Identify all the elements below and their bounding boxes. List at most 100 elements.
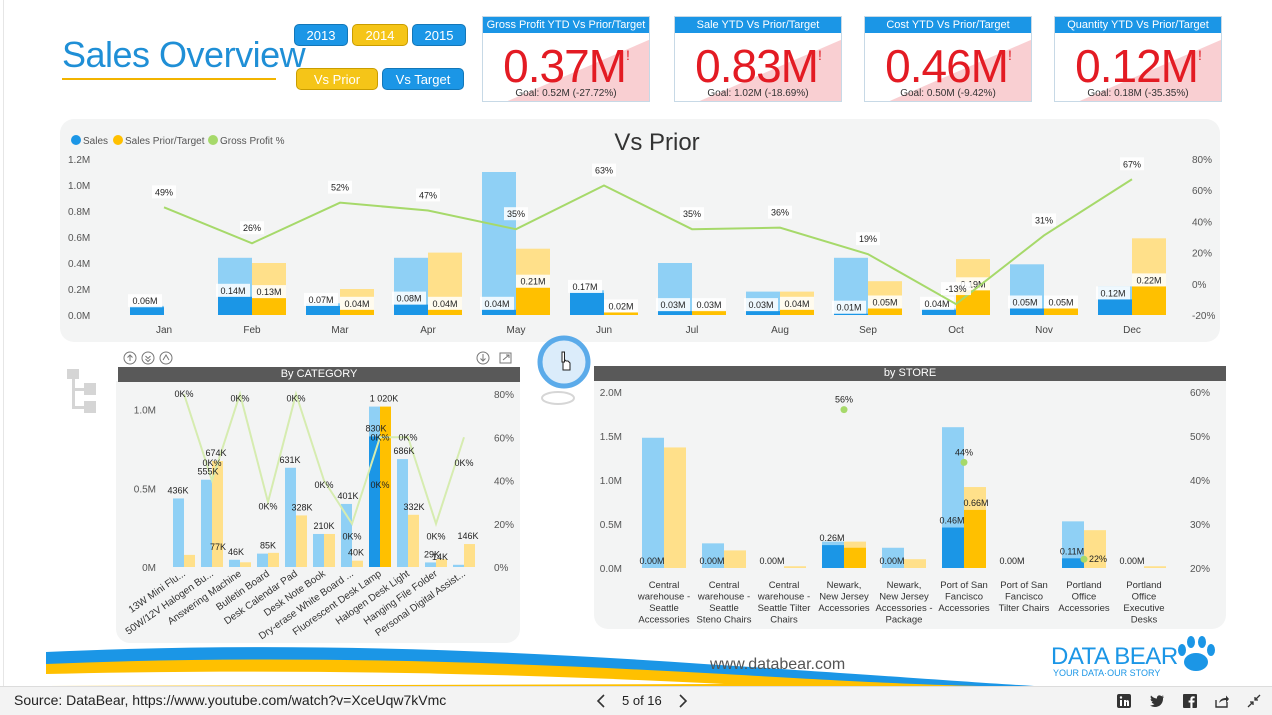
store-chart[interactable]: 2.0M 1.5M 1.0M 0.5M 0.0M 60% 50% 40% 30% 20% Centr… — [594, 382, 1226, 630]
x-tick-label: New Jersey — [819, 592, 869, 603]
x-tick-label: Accessories — [638, 615, 689, 626]
category-pct-label: 0K% — [454, 458, 473, 468]
year-button-2015[interactable]: 2015 — [412, 24, 466, 46]
prior-bar — [904, 559, 926, 568]
store-data-label: 0.00M — [1119, 556, 1144, 566]
legend-gp[interactable]: Gross Profit % — [220, 136, 285, 147]
year-button-2014[interactable]: 2014 — [352, 24, 408, 46]
data-label-bg — [868, 295, 902, 309]
x-tick-label: Mar — [331, 325, 349, 336]
gp-data-label: 26% — [243, 223, 261, 233]
gp-data-label: 36% — [771, 208, 789, 218]
store-data-label: 0.00M — [759, 556, 784, 566]
prior-bar — [268, 552, 279, 567]
alert-icon: ! — [625, 47, 630, 63]
sales-bar — [173, 498, 184, 567]
data-label-bg — [592, 163, 616, 177]
data-label-bg — [304, 292, 338, 306]
data-label-bg — [1096, 286, 1130, 300]
vs-prior-chart[interactable]: Sales Sales Prior/Target Gross Profit % … — [60, 119, 1220, 342]
kpi-goal: Goal: 1.02M (-18.69%) — [707, 88, 809, 99]
sales-bar — [746, 311, 780, 315]
linkedin-icon[interactable] — [1116, 693, 1132, 709]
category-data-label: 29K — [424, 549, 440, 559]
sales-bar — [922, 309, 956, 315]
x-tick-label: Port of San — [940, 580, 988, 591]
prior-bar — [324, 533, 335, 567]
category-data-label: 146K — [457, 531, 478, 541]
sales-bar — [369, 436, 380, 567]
category-data-label: 830K — [365, 423, 386, 433]
vs-target-button[interactable]: Vs Target — [382, 68, 464, 90]
download-icon[interactable] — [476, 351, 490, 365]
drill-down-icon[interactable] — [141, 351, 155, 365]
y2-tick-label: 40% — [1190, 476, 1210, 487]
store-data-label: 0.00M — [999, 556, 1024, 566]
sales-bar — [1098, 299, 1132, 315]
chevron-right-icon[interactable] — [676, 693, 690, 709]
data-label-bg — [516, 274, 550, 288]
drill-up-icon[interactable] — [123, 351, 137, 365]
page-indicator: 5 of 16 — [622, 693, 662, 708]
prior-bar — [184, 554, 195, 567]
sales-bar — [257, 553, 268, 567]
kpi-header: Quantity YTD Vs Prior/Target — [1055, 17, 1221, 33]
category-data-label: 332K — [403, 502, 424, 512]
gp-data-label: 49% — [155, 187, 173, 197]
x-tick-label: Jun — [596, 325, 612, 336]
cursor-hand-icon — [561, 351, 571, 371]
x-tick-label: Apr — [420, 325, 436, 336]
gp-point — [960, 458, 968, 466]
prior-bar — [408, 514, 419, 567]
cursor-highlight — [537, 335, 591, 405]
gp-data-label: 44% — [955, 447, 973, 457]
gp-data-label: 19% — [859, 234, 877, 244]
kpi-value: 0.83M! — [695, 40, 822, 92]
data-label-bg — [128, 294, 162, 308]
brand-tagline: YOUR DATA·OUR STORY — [1053, 668, 1161, 678]
sales-bar — [285, 467, 296, 567]
category-pct-label: 0K% — [426, 532, 445, 542]
category-data-label: 328K — [291, 502, 312, 512]
gp-point — [1080, 555, 1088, 563]
x-tick-label: Central — [709, 580, 740, 591]
legend-sales[interactable]: Sales — [83, 136, 108, 147]
twitter-icon[interactable] — [1149, 693, 1165, 709]
collapse-icon[interactable] — [1246, 693, 1262, 709]
vs-prior-button[interactable]: Vs Prior — [296, 68, 378, 90]
prior-data-label: 0.22M — [1136, 275, 1161, 285]
store-panel — [594, 381, 1226, 629]
gross-profit-line — [183, 390, 465, 527]
data-label-bg — [1132, 273, 1166, 287]
prior-bar — [352, 560, 363, 567]
sales-bar — [570, 292, 604, 315]
hierarchy-icon[interactable] — [66, 368, 100, 416]
chevron-left-icon[interactable] — [594, 693, 608, 709]
y2-tick-label: 30% — [1190, 520, 1210, 531]
legend-prior[interactable]: Sales Prior/Target — [125, 136, 205, 147]
data-label-bg — [768, 205, 792, 219]
facebook-icon[interactable] — [1182, 693, 1198, 709]
focus-icon[interactable] — [499, 352, 512, 364]
sales-data-label: 0.04M — [484, 299, 509, 309]
y2-tick-label: 40% — [1192, 217, 1212, 228]
prior-data-label: 0.21M — [520, 277, 545, 287]
legend-sales-swatch — [71, 135, 81, 145]
expand-icon[interactable] — [159, 351, 173, 365]
prior-bar — [1044, 308, 1078, 315]
footer-url[interactable]: www.databear.com — [710, 656, 846, 673]
y-tick-label: 0.0M — [600, 564, 622, 575]
prior-bar — [780, 309, 814, 315]
x-tick-label: Oct — [948, 325, 964, 336]
data-label-bg — [780, 296, 814, 310]
x-tick-label: Fancisco — [1005, 592, 1043, 603]
sales-data-label: 0.17M — [572, 282, 597, 292]
prior-bar — [240, 562, 251, 567]
sales-bar — [341, 503, 352, 567]
share-icon[interactable] — [1214, 693, 1230, 709]
year-button-2013[interactable]: 2013 — [294, 24, 348, 46]
x-tick-label: Seattle — [649, 603, 679, 614]
x-tick-label: Chairs — [770, 615, 798, 626]
gp-point — [840, 406, 848, 414]
